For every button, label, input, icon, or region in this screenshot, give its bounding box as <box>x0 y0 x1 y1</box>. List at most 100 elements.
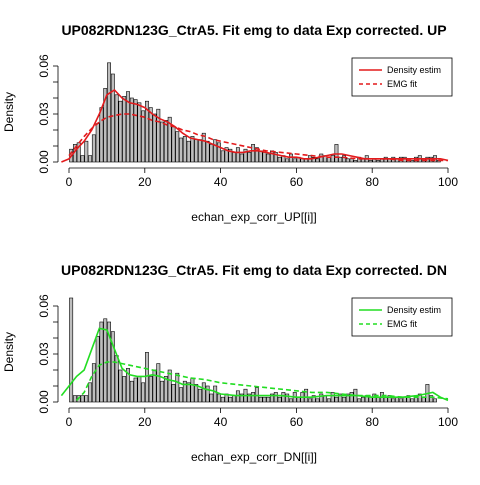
histogram-bar <box>110 331 115 403</box>
y-tick-label: 0.00 <box>37 390 51 414</box>
histogram-bar <box>129 97 134 163</box>
histogram-bar <box>148 107 153 163</box>
histogram-bar <box>251 144 256 163</box>
x-tick-label: 20 <box>138 415 152 429</box>
histogram-bar <box>254 147 259 163</box>
histogram-bar <box>122 96 127 163</box>
x-axis: 0 20 40 60 80 100 <box>66 167 458 189</box>
legend-label-emg: EMG fit <box>387 319 418 329</box>
histogram-bar <box>398 398 403 403</box>
histogram-bar <box>243 148 248 163</box>
legend-label-emg: EMG fit <box>387 79 418 89</box>
histogram-bar <box>114 94 119 163</box>
histogram-bar <box>247 152 252 163</box>
histogram-bar <box>353 160 358 163</box>
histogram-bar <box>262 152 267 163</box>
x-tick-label: 0 <box>66 175 73 189</box>
histogram-bar <box>345 393 350 403</box>
histogram-bar <box>289 398 293 403</box>
density-estimate-line <box>60 327 449 402</box>
histogram-bar <box>126 91 130 163</box>
chart-panel-dn: UP082RDN123G_CtrA5. Fit emg to data Exp … <box>2 262 458 464</box>
y-axis: 0.00 0.03 0.06 <box>37 294 59 414</box>
y-axis-label: Density <box>2 332 16 372</box>
histogram-bar <box>91 363 96 403</box>
x-tick-label: 80 <box>366 415 380 429</box>
x-axis-label: echan_exp_corr_UP[[i]] <box>191 210 316 224</box>
histogram-bar <box>270 150 274 163</box>
histogram-bar <box>213 385 218 403</box>
fit-curves <box>61 88 449 163</box>
histogram-bar <box>118 369 123 403</box>
x-tick-label: 40 <box>214 175 228 189</box>
histogram-bar <box>201 132 206 163</box>
histogram-bar <box>209 144 214 163</box>
histogram-bar <box>247 393 252 403</box>
histogram-bar <box>273 152 278 163</box>
legend-label-density: Density estim <box>387 305 441 315</box>
legend-box <box>351 57 453 97</box>
histogram-bar <box>228 148 233 163</box>
histogram-bar <box>311 156 316 163</box>
histogram-bar <box>160 380 165 403</box>
chart-panel-up: UP082RDN123G_CtrA5. Fit emg to data Exp … <box>2 22 458 224</box>
x-tick-label: 60 <box>290 175 304 189</box>
histogram-bar <box>232 395 237 403</box>
histogram-bar <box>338 156 343 163</box>
histogram-bar <box>99 107 104 163</box>
legend-box <box>351 297 453 337</box>
histogram-bar <box>334 396 339 403</box>
histogram-bar <box>182 136 187 163</box>
histogram-bar <box>190 377 195 403</box>
histogram-bar <box>376 160 381 163</box>
histogram-bar <box>213 139 218 163</box>
histogram-bar <box>349 392 354 403</box>
histogram-bar <box>239 393 244 403</box>
histogram-bar <box>69 297 74 403</box>
histogram-bar <box>163 376 168 403</box>
histogram-bar <box>429 395 434 403</box>
histogram-bar <box>387 395 392 403</box>
histogram-bar <box>186 140 191 163</box>
histogram-bar <box>205 140 210 163</box>
chart-title: UP082RDN123G_CtrA5. Fit emg to data Exp … <box>61 22 446 38</box>
histogram-bar <box>103 88 108 163</box>
histogram-bar <box>330 392 335 403</box>
x-tick-label: 20 <box>138 175 152 189</box>
histogram-bar <box>342 396 346 403</box>
histogram-bar <box>410 398 415 403</box>
histogram-bar <box>137 102 142 163</box>
histogram-bar <box>220 150 225 163</box>
histogram-bar <box>307 398 312 403</box>
emg-fit-line <box>75 361 449 401</box>
histogram-bar <box>433 398 437 403</box>
y-tick-label: 0.06 <box>37 294 51 318</box>
histogram-bar <box>319 393 324 403</box>
histogram-bar <box>88 155 93 163</box>
histogram-bar <box>167 116 172 163</box>
histogram-bar <box>342 155 346 163</box>
fit-curves <box>60 327 449 402</box>
x-tick-label: 100 <box>438 415 458 429</box>
histogram-bar <box>235 147 240 163</box>
histogram-bar <box>258 150 263 163</box>
y-tick-label: 0.03 <box>37 102 51 126</box>
histogram-bar <box>285 158 290 163</box>
histogram-bar <box>406 395 411 403</box>
histogram-bar <box>209 393 214 403</box>
histogram-bar <box>156 363 161 403</box>
histogram-bar <box>84 140 89 163</box>
histogram-bar <box>273 392 278 403</box>
histogram-bar <box>118 100 123 163</box>
histogram-bar <box>205 385 210 403</box>
x-tick-label: 100 <box>438 175 458 189</box>
histogram-bar <box>368 160 373 163</box>
x-axis-label: echan_exp_corr_DN[[i]] <box>191 450 317 464</box>
histogram-bar <box>315 158 320 163</box>
histogram-bar <box>137 376 142 403</box>
chart-title: UP082RDN123G_CtrA5. Fit emg to data Exp … <box>61 262 447 278</box>
histogram-bar <box>148 376 153 403</box>
histogram-bar <box>141 382 146 403</box>
